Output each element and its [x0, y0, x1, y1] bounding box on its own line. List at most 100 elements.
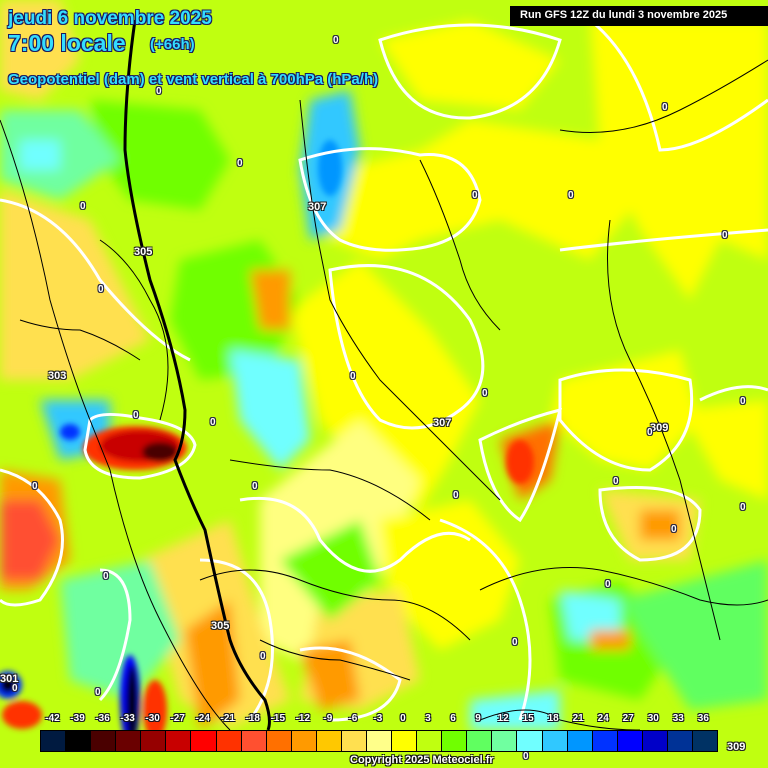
- colorbar-swatch: [216, 731, 242, 751]
- colorbar-legend: [40, 730, 718, 752]
- colorbar-tick-label: 30: [647, 713, 659, 724]
- colorbar-swatch: [592, 731, 618, 751]
- colorbar-swatch: [442, 731, 468, 751]
- zero-contour-label: 0: [32, 481, 38, 492]
- zero-contour-label: 0: [210, 417, 216, 428]
- parameter-title: Geopotentiel (dam) et vent vertical à 70…: [8, 71, 379, 88]
- colorbar-tick-label: 12: [497, 713, 509, 724]
- colorbar-swatch: [91, 731, 117, 751]
- geopotential-label: 303: [48, 370, 67, 382]
- zero-contour-label: 0: [156, 86, 162, 97]
- zero-contour-label: 0: [740, 396, 746, 407]
- colorbar-swatch: [667, 731, 694, 751]
- geopotential-label: 307: [433, 417, 452, 429]
- colorbar-swatch: [266, 731, 292, 751]
- colorbar-tick-label: 21: [572, 713, 584, 724]
- colorbar-tick-label: -6: [348, 713, 358, 724]
- geopotential-label: 309: [727, 741, 746, 753]
- colorbar-swatch: [367, 731, 393, 751]
- zero-contour-label: 0: [482, 388, 488, 399]
- zero-contours: [0, 18, 768, 722]
- colorbar-tick-label: -15: [270, 713, 286, 724]
- geopotential-label: 301: [0, 673, 19, 685]
- colorbar-tick-label: -27: [170, 713, 185, 724]
- colorbar-swatch: [191, 731, 217, 751]
- zero-contour-label: 0: [740, 502, 746, 513]
- colorbar-tick-label: 27: [622, 713, 634, 724]
- model-run-banner: Run GFS 12Z du lundi 3 novembre 2025: [510, 6, 768, 26]
- colorbar-swatch: [467, 731, 493, 751]
- colorbar-swatch: [492, 731, 518, 751]
- forecast-lead-time: (+66h): [150, 36, 195, 53]
- colorbar-tick-label: -18: [245, 713, 260, 724]
- colorbar-tick-label: -24: [195, 713, 210, 724]
- zero-contour-label: 0: [662, 102, 668, 113]
- colorbar-tick-label: -42: [45, 713, 60, 724]
- zero-contour-label: 0: [260, 651, 266, 662]
- zero-contour-label: 0: [350, 371, 356, 382]
- zero-contour-label: 0: [722, 230, 728, 241]
- zero-contour-label: 0: [647, 427, 653, 438]
- colorbar-tick-label: 36: [697, 713, 709, 724]
- colorbar-swatch: [417, 731, 443, 751]
- colorbar-tick-label: -12: [295, 713, 311, 724]
- colorbar-swatch: [341, 731, 368, 751]
- colorbar-tick-label: 9: [475, 713, 481, 724]
- colorbar-swatch: [316, 731, 342, 751]
- colorbar-tick-label: -21: [220, 713, 235, 724]
- colorbar-swatch: [291, 731, 317, 751]
- zero-contour-label: 0: [605, 579, 611, 590]
- zero-contour-label: 0: [98, 284, 104, 295]
- colorbar-swatch: [642, 731, 668, 751]
- colorbar-tick-label: 0: [400, 713, 406, 724]
- zero-contour-label: 0: [133, 410, 139, 421]
- zero-contour-label: 0: [80, 201, 86, 212]
- colorbar-swatch: [567, 731, 593, 751]
- zero-contour-label: 0: [252, 481, 258, 492]
- zero-contour-label: 0: [512, 637, 518, 648]
- colorbar-swatch: [617, 731, 643, 751]
- colorbar-swatch: [693, 731, 718, 751]
- zero-contour-label: 0: [472, 190, 478, 201]
- colorbar-swatch: [141, 731, 167, 751]
- zero-contour-label: 0: [568, 190, 574, 201]
- colorbar-swatch: [41, 731, 67, 751]
- zero-contour-label: 0: [453, 490, 459, 501]
- colorbar-swatch: [392, 731, 418, 751]
- colorbar-tick-label: 33: [672, 713, 684, 724]
- colorbar-tick-label: -36: [95, 713, 110, 724]
- colorbar-tick-label: 24: [597, 713, 609, 724]
- zero-contour-label: 0: [103, 571, 109, 582]
- zero-contour-label: 0: [671, 524, 677, 535]
- colorbar-tick-label: 3: [425, 713, 431, 724]
- colorbar-tick-label: -33: [120, 713, 135, 724]
- forecast-time: 7:00 locale: [8, 30, 126, 56]
- colorbar-tick-label: 15: [522, 713, 534, 724]
- colorbar-tick-label: -30: [145, 713, 160, 724]
- zero-contour-label: 0: [333, 35, 339, 46]
- colorbar-swatch: [517, 731, 543, 751]
- colorbar-labels: -42 -39 -36 -33 -30 -27 -24 -21 -18 -15 -12 -9 -6 -3 0…: [40, 713, 716, 727]
- forecast-date: jeudi 6 novembre 2025: [8, 8, 212, 29]
- zero-contour-label: 0: [613, 476, 619, 487]
- zero-contour-label: 0: [523, 751, 529, 762]
- geopotential-305-contour: [123, 19, 271, 731]
- colorbar-swatch: [542, 731, 568, 751]
- borders: [0, 59, 768, 731]
- colorbar-swatch: [241, 731, 267, 751]
- zero-contour-label: 0: [237, 158, 243, 169]
- colorbar-tick-label: -3: [373, 713, 383, 724]
- geopotential-label: 305: [134, 246, 153, 258]
- colorbar-swatch: [166, 731, 192, 751]
- zero-contour-label: 0: [12, 683, 18, 694]
- colorbar-swatch: [66, 731, 92, 751]
- zero-contour-label: 0: [95, 687, 101, 698]
- colorbar-tick-label: 18: [547, 713, 559, 724]
- copyright-text: Copyright 2025 Meteociel.fr: [350, 754, 494, 766]
- geopotential-label: 307: [308, 201, 327, 213]
- colorbar-tick-label: 6: [450, 713, 456, 724]
- geopotential-label: 305: [211, 620, 230, 632]
- colorbar-tick-label: -9: [323, 713, 333, 724]
- colorbar-tick-label: -39: [70, 713, 85, 724]
